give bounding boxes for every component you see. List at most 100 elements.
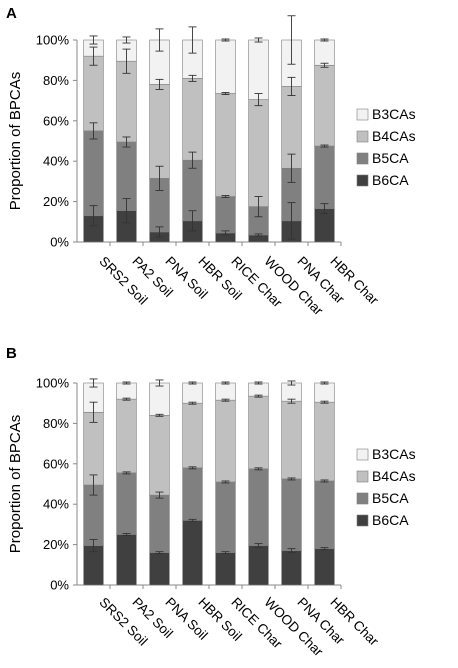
error-bar xyxy=(188,74,197,82)
bar-segment-b3cas xyxy=(314,39,335,66)
error-bar xyxy=(287,548,296,554)
error-bar xyxy=(89,35,98,45)
bar-segment-b3cas xyxy=(215,39,236,94)
error-bar xyxy=(188,466,197,470)
y-tick-label: 40% xyxy=(43,497,69,512)
error-bar xyxy=(188,26,197,54)
y-tick-label: 60% xyxy=(43,456,69,471)
bar-segment-b4cas xyxy=(182,402,203,469)
error-bar xyxy=(122,471,131,475)
bar-segment-b4cas xyxy=(248,99,269,207)
error-bar xyxy=(89,46,98,66)
bar-segment-b5ca xyxy=(182,467,203,521)
error-bar xyxy=(122,198,131,224)
error-bar xyxy=(122,381,131,385)
error-bar xyxy=(320,381,329,385)
bar-segment-b5ca xyxy=(314,480,335,549)
bar-segment-b4cas xyxy=(116,398,137,474)
error-bar xyxy=(320,547,329,551)
bar-segment-b6ca xyxy=(248,545,269,586)
bar-segment-b4cas xyxy=(182,78,203,161)
error-bar xyxy=(155,413,164,417)
bar-segment-b3cas xyxy=(116,382,137,400)
error-bar xyxy=(320,38,329,42)
y-tick-label: 100% xyxy=(36,376,70,391)
y-tick-label: 20% xyxy=(43,537,69,552)
error-bar xyxy=(287,15,296,65)
error-bar xyxy=(155,78,164,90)
error-bar xyxy=(89,122,98,140)
error-bar xyxy=(89,474,98,496)
bar-segment-b3cas xyxy=(314,382,335,403)
bar-segment-b6ca xyxy=(182,520,203,586)
error-bar xyxy=(320,203,329,215)
error-bar xyxy=(254,394,263,398)
error-bar xyxy=(155,551,164,555)
y-axis-title: Proportion of BPCAs xyxy=(7,72,24,210)
bar-segment-b4cas xyxy=(281,400,302,480)
bar-segment-b4cas xyxy=(314,401,335,482)
legend-label: B4CAs xyxy=(372,128,416,144)
error-bar xyxy=(254,543,263,549)
legend-label: B6CA xyxy=(372,172,409,188)
bar-segment-b4cas xyxy=(149,84,170,179)
panel-letter: B xyxy=(6,345,17,362)
error-bar xyxy=(221,38,230,42)
legend: B3CAs B4CAs B5CA B6CA xyxy=(356,446,416,528)
error-bar xyxy=(254,196,263,218)
bar-segment-b6ca xyxy=(281,550,302,586)
panel-letter: A xyxy=(6,5,17,22)
legend-item: B3CAs xyxy=(356,446,416,462)
legend-item: B6CA xyxy=(356,512,409,528)
error-bar xyxy=(221,230,230,236)
y-tick-label: 0% xyxy=(50,235,69,250)
bar-segment-b5ca xyxy=(215,196,236,234)
error-bar xyxy=(155,379,164,387)
error-bar xyxy=(287,477,296,481)
bar-segment-b6ca xyxy=(314,548,335,586)
legend-swatch xyxy=(356,174,369,187)
error-bar xyxy=(221,551,230,555)
y-tick-label: 20% xyxy=(43,194,69,209)
legend-label: B3CAs xyxy=(372,106,416,122)
error-bar xyxy=(122,533,131,536)
error-bar xyxy=(221,195,230,199)
error-bar xyxy=(188,210,197,232)
legend-item: B4CAs xyxy=(356,128,416,144)
legend-swatch xyxy=(356,108,369,121)
error-bar xyxy=(221,92,230,95)
bar-segment-b6ca xyxy=(149,552,170,586)
y-tick-label: 0% xyxy=(50,578,69,593)
legend: B3CAs B4CAs B5CA B6CA xyxy=(356,106,416,188)
error-bar xyxy=(89,378,98,388)
error-bar xyxy=(155,226,164,238)
y-tick-label: 40% xyxy=(43,154,69,169)
error-bar xyxy=(221,381,230,385)
y-tick-label: 100% xyxy=(36,33,70,48)
error-bar xyxy=(155,28,164,52)
bar-segment-b4cas xyxy=(215,399,236,483)
bar-segment-b5ca xyxy=(116,472,137,535)
error-bar xyxy=(122,48,131,74)
error-bar xyxy=(188,401,197,405)
error-bar xyxy=(254,233,263,237)
bar-segment-b4cas xyxy=(149,415,170,496)
error-bar xyxy=(155,165,164,191)
bar-segment-b3cas xyxy=(182,382,203,404)
error-bar xyxy=(287,202,296,240)
error-bar xyxy=(155,491,164,499)
legend-swatch xyxy=(356,514,369,527)
bar-segment-b4cas xyxy=(83,411,104,486)
error-bar xyxy=(122,36,131,44)
legend-item: B4CAs xyxy=(356,468,416,484)
error-bar xyxy=(188,518,197,522)
y-tick-label: 80% xyxy=(43,73,69,88)
error-bar xyxy=(254,381,263,385)
error-bar xyxy=(221,480,230,484)
legend-swatch xyxy=(356,152,369,165)
y-tick-label: 80% xyxy=(43,416,69,431)
error-bar xyxy=(287,380,296,386)
bar-segment-b3cas xyxy=(248,382,269,397)
